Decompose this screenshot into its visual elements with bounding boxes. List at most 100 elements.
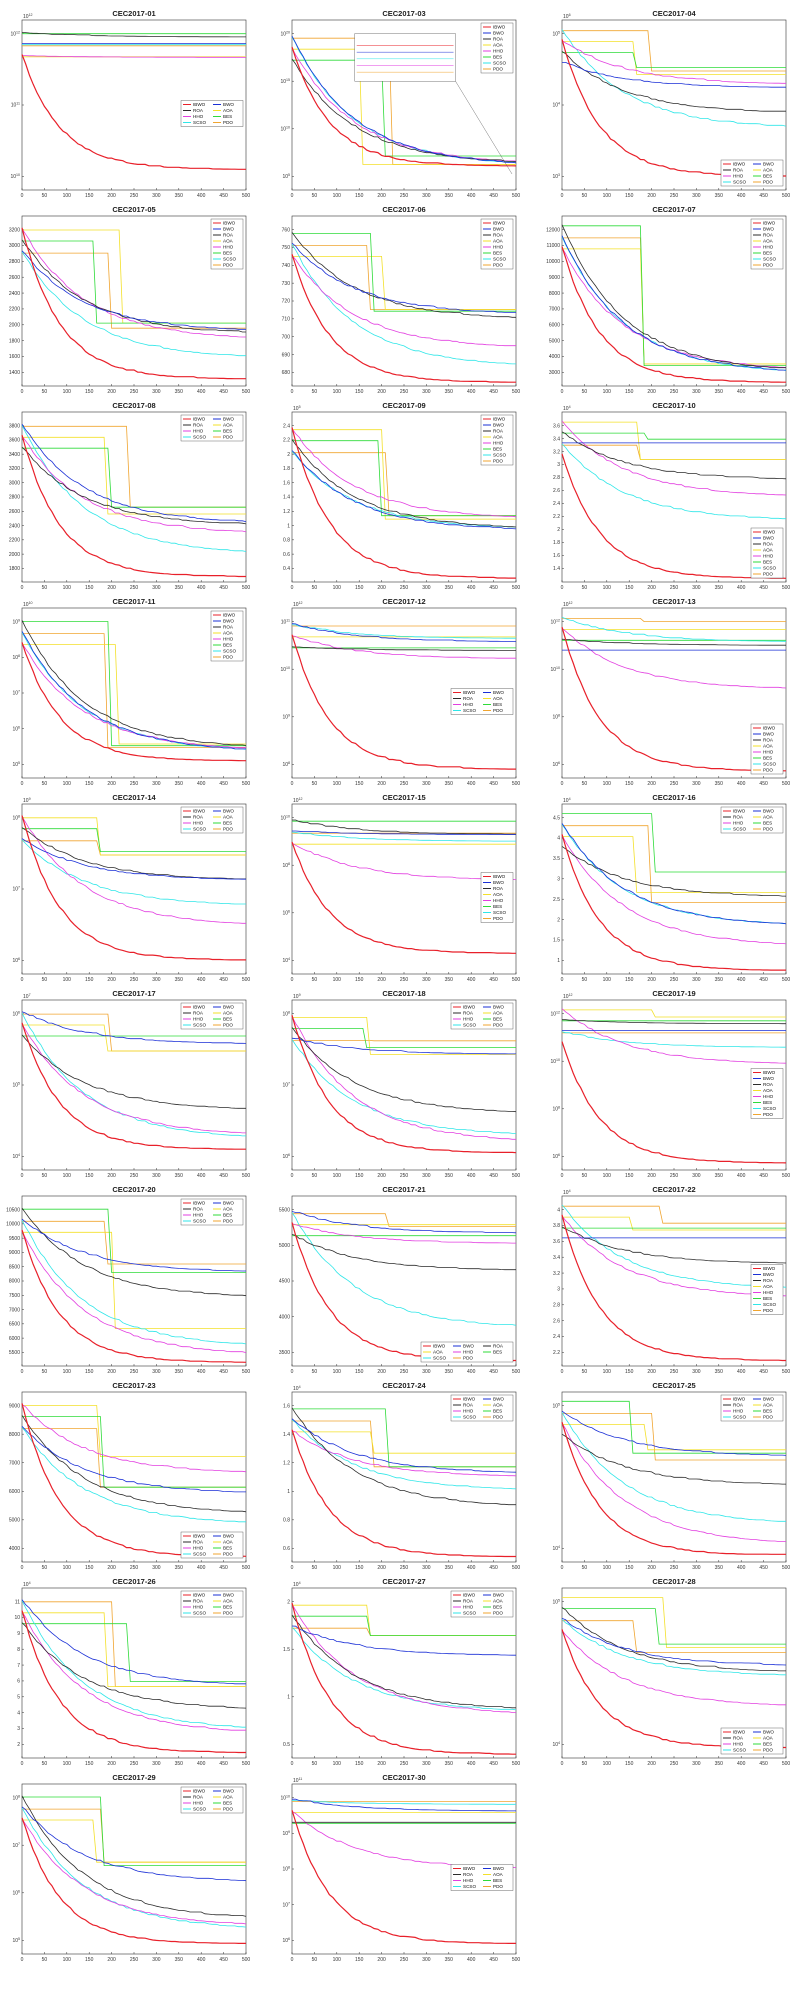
series-line-aoa <box>562 248 786 365</box>
series-line-pdo <box>562 825 786 903</box>
y-tick-label: 720 <box>282 299 291 305</box>
chart-title: CEC2017-26 <box>112 1577 155 1586</box>
legend-entry: SCSO <box>223 257 236 262</box>
legend-entry: HHO <box>493 441 504 446</box>
legend-entry: HHO <box>763 245 774 250</box>
x-tick-label: 150 <box>625 193 634 199</box>
y-tick-label: 6000 <box>9 1336 20 1342</box>
convergence-chart: CEC2017-19 0 50 100 150 200 250 300 350 400 450 500… <box>550 989 790 1179</box>
legend-entry: HHO <box>193 1801 204 1806</box>
plot-area <box>291 215 517 387</box>
series-line-bes <box>562 813 786 873</box>
legend-entry: HHO <box>223 245 234 250</box>
y-tick-label: 1.6 <box>553 553 560 559</box>
series-line-bwo <box>21 1806 247 1882</box>
y-tick-label: 1.4 <box>283 495 290 501</box>
x-tick-label: 0 <box>21 585 24 591</box>
legend-entry: IBWO <box>193 102 206 107</box>
x-tick-label: 450 <box>219 977 228 983</box>
y-tick-label: 3000 <box>9 480 20 486</box>
chart-title: CEC2017-30 <box>382 1773 425 1782</box>
series-line-roa <box>561 224 786 369</box>
legend-entry: ROA <box>763 542 774 547</box>
legend-entry: HHO <box>493 898 504 903</box>
series-line-bwo <box>21 1218 246 1272</box>
legend-entry: BES <box>223 643 232 648</box>
series-line-roa <box>561 1226 787 1264</box>
y-tick-label: 3500 <box>279 1350 290 1356</box>
legend-entry: SCSO <box>493 453 506 458</box>
legend-entry: BWO <box>223 1005 234 1010</box>
x-tick-label: 450 <box>759 585 768 591</box>
axis-multiplier: 104 <box>23 1581 31 1588</box>
series-line-bwo <box>562 62 786 88</box>
x-tick-label: 250 <box>130 781 139 787</box>
x-tick-label: 400 <box>197 1173 206 1179</box>
x-tick-label: 200 <box>107 389 116 395</box>
legend-entry: HHO <box>733 821 744 826</box>
legend-entry: BES <box>493 1409 502 1414</box>
legend: IBWO BWO ROA AOA HHO BES SCSO PDO <box>720 1727 784 1755</box>
legend-entry: ROA <box>193 1599 204 1604</box>
x-tick-label: 200 <box>377 1369 386 1375</box>
x-tick-label: 200 <box>377 389 386 395</box>
legend-box <box>180 1531 244 1559</box>
x-tick-label: 500 <box>782 977 791 983</box>
x-tick-label: 400 <box>467 1957 476 1963</box>
x-tick-label: 100 <box>333 193 342 199</box>
legend-entry: PDO <box>493 916 503 921</box>
x-tick-label: 350 <box>175 585 184 591</box>
convergence-chart: CEC2017-20 0 50 100 150 200 250 300 350 400 450 500… <box>6 1185 250 1375</box>
series-line-aoa <box>562 1597 786 1648</box>
x-tick-label: 250 <box>670 781 679 787</box>
y-tick-label: 108 <box>552 1106 560 1113</box>
series-line-scso <box>291 1419 517 1490</box>
legend-entry: HHO <box>463 1017 474 1022</box>
x-tick-label: 300 <box>152 1173 161 1179</box>
x-tick-label: 450 <box>759 193 768 199</box>
legend-entry: IBWO <box>763 221 776 226</box>
legend-entry: SCSO <box>763 762 776 767</box>
x-tick-label: 250 <box>670 1369 679 1375</box>
x-tick-label: 500 <box>242 1761 251 1767</box>
x-tick-label: 150 <box>85 585 94 591</box>
legend-entry: PDO <box>763 180 773 185</box>
legend-entry: AOA <box>433 1350 444 1355</box>
x-tick-label: 450 <box>219 585 228 591</box>
legend-entry: IBWO <box>463 1866 476 1871</box>
legend-entry: IBWO <box>463 1397 476 1402</box>
legend-entry: BWO <box>223 1789 234 1794</box>
series-line-aoa <box>292 256 516 310</box>
y-tick-label: 4 <box>557 1207 560 1213</box>
legend-entry: IBWO <box>763 530 776 535</box>
legend-entry: ROA <box>493 37 504 42</box>
x-tick-label: 0 <box>291 585 294 591</box>
x-tick-label: 250 <box>130 977 139 983</box>
y-tick-label: 2600 <box>9 509 20 515</box>
x-tick-label: 350 <box>175 1957 184 1963</box>
legend-entry: BWO <box>223 102 234 107</box>
x-tick-label: 300 <box>422 977 431 983</box>
legend: IBWO BWO ROA AOA HHO BES SCSO PDO <box>420 1341 514 1363</box>
legend-entry: IBWO <box>733 1397 746 1402</box>
x-tick-label: 250 <box>400 1369 409 1375</box>
legend-box <box>210 610 244 662</box>
legend-entry: ROA <box>463 1011 474 1016</box>
y-tick-label: 5500 <box>279 1207 290 1213</box>
x-tick-label: 350 <box>175 193 184 199</box>
convergence-chart: CEC2017-10 0 50 100 150 200 250 300 350 400 450 500… <box>553 401 790 591</box>
y-tick-label: 2.2 <box>553 514 560 520</box>
legend-entry: PDO <box>223 1219 233 1224</box>
legend-entry: IBWO <box>763 726 776 731</box>
series-line-ibwo <box>291 427 516 579</box>
legend-entry: IBWO <box>733 1730 746 1735</box>
y-tick-label: 710 <box>282 317 291 323</box>
y-tick-label: 730 <box>282 281 291 287</box>
x-tick-label: 200 <box>377 977 386 983</box>
x-tick-label: 50 <box>312 977 318 983</box>
legend-box <box>450 1590 514 1618</box>
x-tick-label: 500 <box>512 1565 521 1571</box>
x-tick-label: 300 <box>152 781 161 787</box>
legend-entry: BES <box>763 1100 772 1105</box>
legend-box <box>480 218 514 270</box>
